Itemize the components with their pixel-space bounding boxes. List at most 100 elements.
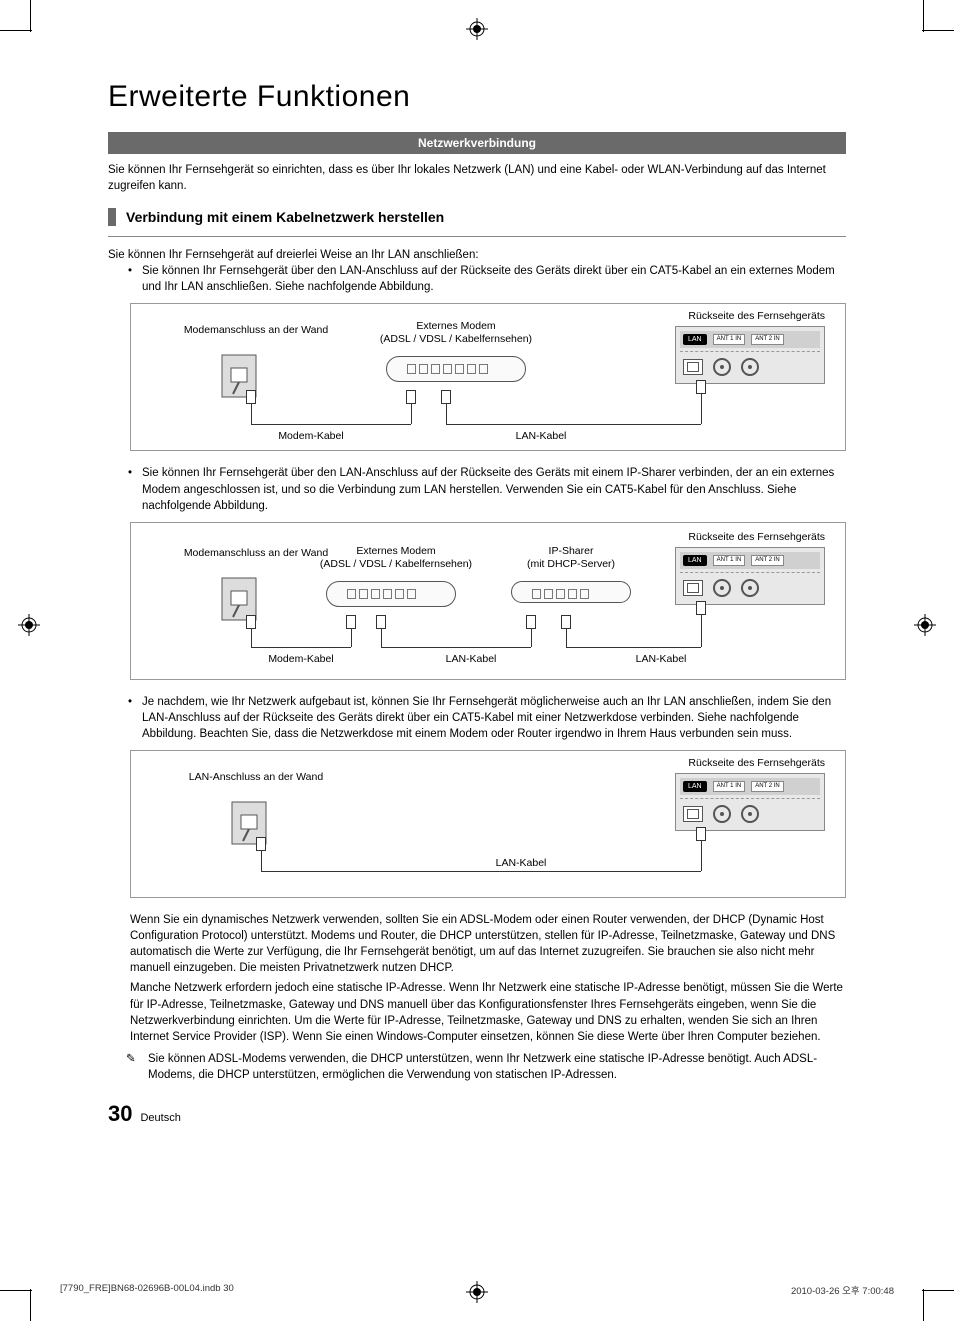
modem-cable-label: Modem-Kabel — [241, 653, 361, 665]
cable-plug-icon — [246, 615, 256, 629]
sharer-title-label: IP-Sharer — [511, 545, 631, 557]
page-number: 30 — [108, 1101, 132, 1127]
cable-line — [701, 394, 702, 424]
cable-line — [261, 871, 701, 872]
cable-line — [251, 647, 351, 648]
tv-port-label: ANT 2 IN — [751, 781, 784, 792]
tv-port-label: ANT 1 IN — [713, 781, 746, 792]
wall-jack-label: Modemanschluss an der Wand — [171, 324, 341, 336]
ip-sharer-icon — [511, 581, 631, 603]
divider — [108, 236, 846, 237]
cable-line — [251, 424, 411, 425]
note-icon: ✎ — [126, 1051, 136, 1067]
sub-heading-row: Verbindung mit einem Kabelnetzwerk herst… — [108, 208, 846, 226]
modem-title-label: Externes Modem — [311, 545, 481, 557]
section-heading: Netzwerkverbindung — [108, 132, 846, 154]
dhcp-paragraph-1: Wenn Sie ein dynamisches Netzwerk verwen… — [130, 912, 846, 976]
heading-marker-icon — [108, 208, 116, 226]
cable-line — [566, 647, 701, 648]
tv-back-label: Rückseite des Fernsehgeräts — [655, 310, 825, 322]
tv-lan-badge: LAN — [683, 555, 707, 566]
cable-line — [531, 629, 532, 647]
footer-filename: [7790_FRE]BN68-02696B-00L04.indb 30 — [60, 1283, 234, 1297]
cable-line — [701, 841, 702, 871]
cable-line — [446, 404, 447, 424]
intro-paragraph: Sie können Ihr Fernsehgerät so einrichte… — [108, 162, 846, 194]
bullet-item: Sie können Ihr Fernsehgerät über den LAN… — [128, 263, 846, 295]
cable-line — [251, 629, 252, 647]
sub-heading: Verbindung mit einem Kabelnetzwerk herst… — [126, 209, 444, 225]
cable-plug-icon — [441, 390, 451, 404]
note-item: ✎ Sie können ADSL-Modems verwenden, die … — [130, 1051, 846, 1083]
lead-text: Sie können Ihr Fernsehgerät auf dreierle… — [108, 247, 846, 263]
crop-mark — [923, 1289, 924, 1321]
tv-port-label: ANT 2 IN — [751, 555, 784, 566]
cable-plug-icon — [346, 615, 356, 629]
ethernet-port-icon — [683, 359, 703, 375]
modem-sub-label: (ADSL / VDSL / Kabelfernsehen) — [371, 333, 541, 345]
cable-plug-icon — [256, 837, 266, 851]
cable-plug-icon — [696, 601, 706, 615]
lan-cable-label: LAN-Kabel — [411, 653, 531, 665]
sharer-sub-label: (mit DHCP-Server) — [511, 558, 631, 570]
coax-port-icon — [741, 579, 759, 597]
tv-back-panel: LAN ANT 1 IN ANT 2 IN — [675, 326, 825, 384]
cable-plug-icon — [526, 615, 536, 629]
page-title: Erweiterte Funktionen — [108, 80, 846, 114]
diagram-3: LAN-Anschluss an der Wand Rückseite des … — [130, 750, 846, 898]
coax-port-icon — [741, 805, 759, 823]
crop-mark — [923, 0, 924, 32]
registration-mark-icon — [466, 18, 488, 40]
modem-icon — [326, 581, 456, 607]
lan-cable-label: LAN-Kabel — [481, 430, 601, 442]
crop-mark — [0, 1290, 32, 1291]
cable-line — [261, 851, 262, 871]
cable-line — [381, 629, 382, 647]
tv-lan-badge: LAN — [683, 781, 707, 792]
coax-port-icon — [713, 805, 731, 823]
cable-line — [566, 629, 567, 647]
crop-mark — [0, 30, 32, 31]
cable-line — [381, 647, 531, 648]
print-footer: [7790_FRE]BN68-02696B-00L04.indb 30 2010… — [60, 1283, 894, 1297]
bullet-item: Sie können Ihr Fernsehgerät über den LAN… — [128, 465, 846, 513]
cable-line — [446, 424, 701, 425]
note-text: Sie können ADSL-Modems verwenden, die DH… — [148, 1053, 817, 1081]
page-language: Deutsch — [140, 1112, 180, 1124]
modem-sub-label: (ADSL / VDSL / Kabelfernsehen) — [311, 558, 481, 570]
diagram-1: Modemanschluss an der Wand Externes Mode… — [130, 303, 846, 451]
page-footer: 30 Deutsch — [108, 1101, 846, 1127]
dhcp-paragraph-2: Manche Netzwerk erfordern jedoch eine st… — [130, 980, 846, 1044]
tv-back-panel: LAN ANT 1 IN ANT 2 IN — [675, 773, 825, 831]
tv-port-label: ANT 2 IN — [751, 334, 784, 345]
tv-back-label: Rückseite des Fernsehgeräts — [655, 757, 825, 769]
modem-icon — [386, 356, 526, 382]
coax-port-icon — [741, 358, 759, 376]
cable-plug-icon — [376, 615, 386, 629]
cable-plug-icon — [561, 615, 571, 629]
tv-port-label: ANT 1 IN — [713, 334, 746, 345]
cable-line — [351, 629, 352, 647]
coax-port-icon — [713, 579, 731, 597]
cable-plug-icon — [696, 827, 706, 841]
cable-plug-icon — [246, 390, 256, 404]
bullet-item: Je nachdem, wie Ihr Netzwerk aufgebaut i… — [128, 694, 846, 742]
crop-mark — [30, 0, 31, 32]
cable-line — [701, 615, 702, 647]
cable-plug-icon — [406, 390, 416, 404]
ethernet-port-icon — [683, 580, 703, 596]
footer-timestamp: 2010-03-26 오후 7:00:48 — [791, 1283, 894, 1297]
coax-port-icon — [713, 358, 731, 376]
crop-mark — [922, 1290, 954, 1291]
diagram-2: Modemanschluss an der Wand Externes Mode… — [130, 522, 846, 680]
lan-cable-label: LAN-Kabel — [461, 857, 581, 869]
registration-mark-icon — [914, 614, 936, 636]
modem-cable-label: Modem-Kabel — [251, 430, 371, 442]
cable-line — [251, 404, 252, 424]
page-content: Erweiterte Funktionen Netzwerkverbindung… — [108, 80, 846, 1127]
ethernet-port-icon — [683, 806, 703, 822]
crop-mark — [922, 30, 954, 31]
cable-plug-icon — [696, 380, 706, 394]
tv-back-label: Rückseite des Fernsehgeräts — [655, 531, 825, 543]
modem-title-label: Externes Modem — [371, 320, 541, 332]
